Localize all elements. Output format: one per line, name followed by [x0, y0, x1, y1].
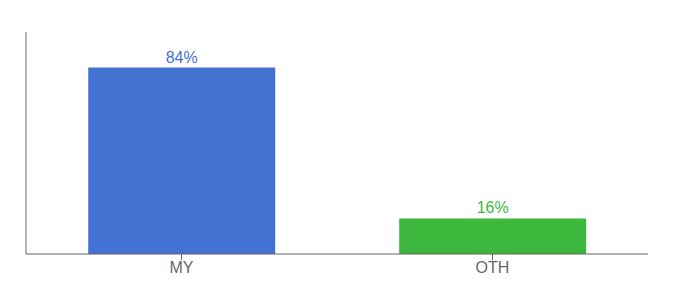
svg-text:MY: MY — [170, 259, 194, 276]
svg-text:84%: 84% — [166, 49, 198, 66]
svg-text:OTH: OTH — [476, 259, 510, 276]
svg-text:16%: 16% — [477, 199, 509, 216]
